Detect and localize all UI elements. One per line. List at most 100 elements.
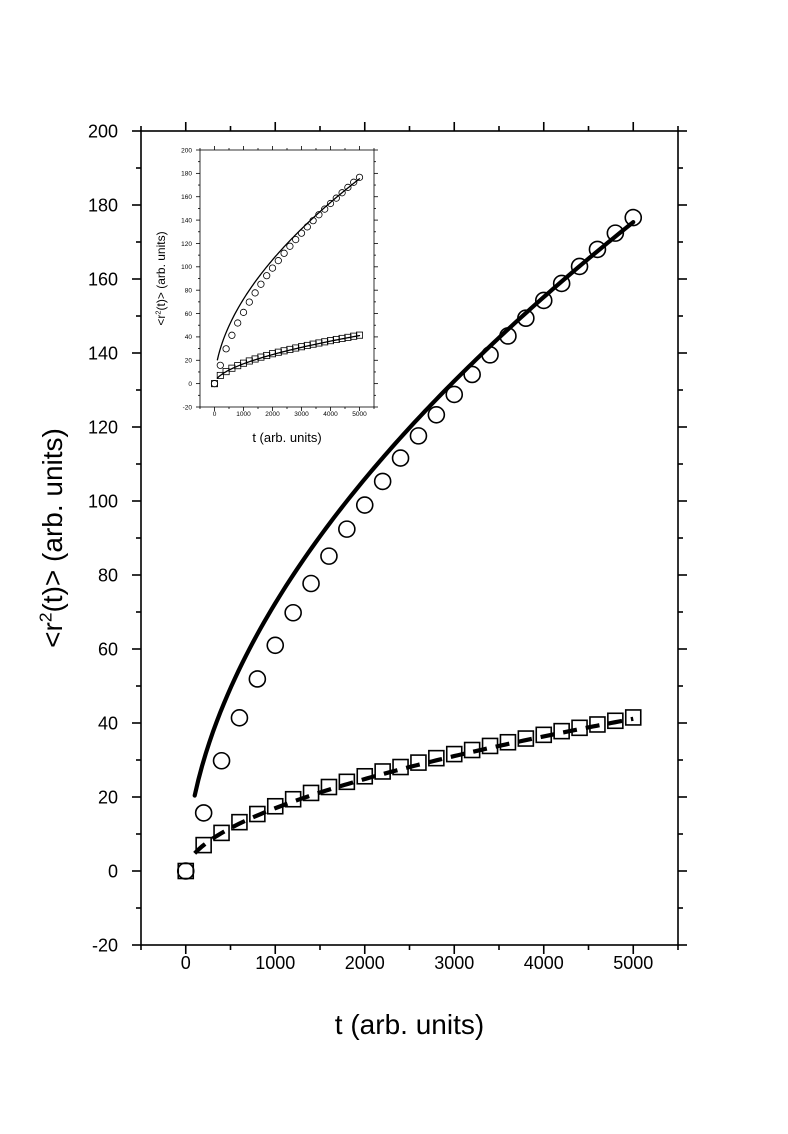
- y-tick-label: 60: [185, 311, 193, 318]
- circle-point: [194, 804, 213, 822]
- square-point: [251, 355, 259, 363]
- y-tick-label: 100: [181, 264, 192, 271]
- square-point: [332, 335, 340, 343]
- circle-point: [606, 224, 625, 242]
- main-plot: 0 1000 2000 3000 4000 5000-200204060801001201…: [35, 121, 687, 1040]
- square-point: [249, 805, 266, 823]
- square-point: [274, 348, 282, 356]
- square-fit-line: [216, 334, 361, 379]
- circle-point: [302, 574, 320, 593]
- square-point: [338, 334, 346, 342]
- y-tick-label: 160: [88, 269, 118, 289]
- square-point: [266, 797, 284, 815]
- square-point: [589, 716, 606, 733]
- square-point: [481, 737, 499, 755]
- circle-point: [570, 257, 589, 276]
- circle-point: [350, 178, 358, 186]
- y-tick-label: 200: [181, 147, 192, 154]
- circle-point: [373, 472, 392, 491]
- y-tick-label: 160: [181, 194, 192, 201]
- square-point: [302, 784, 320, 802]
- square-point: [284, 790, 302, 808]
- circle-point: [326, 199, 335, 208]
- circle-point: [344, 183, 352, 191]
- y-tick-label: 200: [88, 121, 118, 141]
- circle-point: [321, 205, 329, 213]
- square-point: [210, 380, 218, 388]
- circle-point: [297, 229, 306, 237]
- y-axis-label-prefix: <r: [37, 622, 68, 648]
- y-tick-label: 20: [185, 358, 193, 365]
- y-tick-label: 140: [181, 217, 192, 224]
- square-point: [499, 733, 517, 751]
- y-axis-label: <r2(t)> (arb. units): [153, 231, 168, 325]
- square-point: [535, 726, 553, 744]
- circle-point: [355, 496, 374, 514]
- circle-point: [248, 670, 267, 688]
- y-axis-label-prefix: <r: [154, 315, 168, 326]
- y-axis-label-suffix: (t)> (arb. units): [154, 231, 168, 310]
- y-tick-label: 140: [88, 343, 118, 363]
- x-tick-label: 4000: [323, 411, 338, 418]
- y-tick-label: 180: [181, 171, 192, 178]
- y-tick-label: 120: [88, 417, 118, 437]
- square-point: [303, 341, 311, 349]
- circle-fit-line: [192, 220, 636, 798]
- y-tick-label: 120: [181, 241, 192, 248]
- circle-point: [292, 235, 300, 244]
- x-tick-label: 0: [213, 411, 217, 418]
- y-axis-label: <r2(t)> (arb. units): [35, 428, 68, 648]
- circle-point: [234, 319, 242, 327]
- circle-point: [332, 194, 340, 202]
- circle-point: [257, 280, 265, 288]
- circle-point: [266, 636, 285, 655]
- y-axis-label-superscript: 2: [35, 613, 55, 623]
- x-tick-label: 5000: [352, 411, 367, 418]
- y-tick-label: 0: [188, 381, 192, 388]
- circle-point: [222, 345, 230, 353]
- circle-point: [303, 223, 311, 231]
- circle-point: [499, 327, 517, 345]
- circle-point: [286, 242, 294, 250]
- y-tick-label: 100: [88, 491, 118, 511]
- square-point: [320, 778, 338, 796]
- x-axis-label: t (arb. units): [252, 430, 321, 445]
- circle-point: [463, 365, 481, 384]
- circle-point: [391, 449, 410, 467]
- square-point: [428, 749, 445, 767]
- x-tick-label: 5000: [613, 953, 653, 973]
- square-point: [177, 862, 195, 880]
- x-tick-label: 1000: [255, 953, 295, 973]
- x-tick-label: 4000: [524, 953, 564, 973]
- square-point: [392, 758, 409, 776]
- y-axis-label-superscript: 2: [153, 310, 162, 314]
- y-tick-label: 180: [88, 195, 118, 215]
- circle-point: [320, 547, 338, 565]
- circle-point: [212, 751, 231, 770]
- square-point: [234, 362, 242, 370]
- x-tick-label: 2000: [265, 411, 280, 418]
- square-point: [280, 347, 288, 355]
- square-point: [410, 754, 427, 771]
- x-tick-label: 0: [181, 953, 191, 973]
- y-tick-label: 40: [98, 713, 118, 733]
- circle-point: [588, 240, 607, 259]
- square-point: [553, 722, 570, 740]
- x-axis-label: t (arb. units): [335, 1009, 484, 1040]
- circle-point: [338, 520, 356, 538]
- circle-point: [274, 257, 282, 265]
- x-tick-label: 2000: [345, 953, 385, 973]
- circle-point: [624, 208, 643, 227]
- square-point: [355, 331, 363, 339]
- y-tick-label: -20: [183, 404, 193, 411]
- y-tick-label: 80: [98, 565, 118, 585]
- square-point: [517, 730, 535, 747]
- square-point: [338, 773, 356, 791]
- x-tick-label: 3000: [434, 953, 474, 973]
- circle-point: [481, 346, 499, 364]
- square-point: [350, 332, 358, 340]
- circle-point: [517, 309, 535, 328]
- circle-point: [427, 405, 446, 424]
- circle-point: [268, 264, 277, 272]
